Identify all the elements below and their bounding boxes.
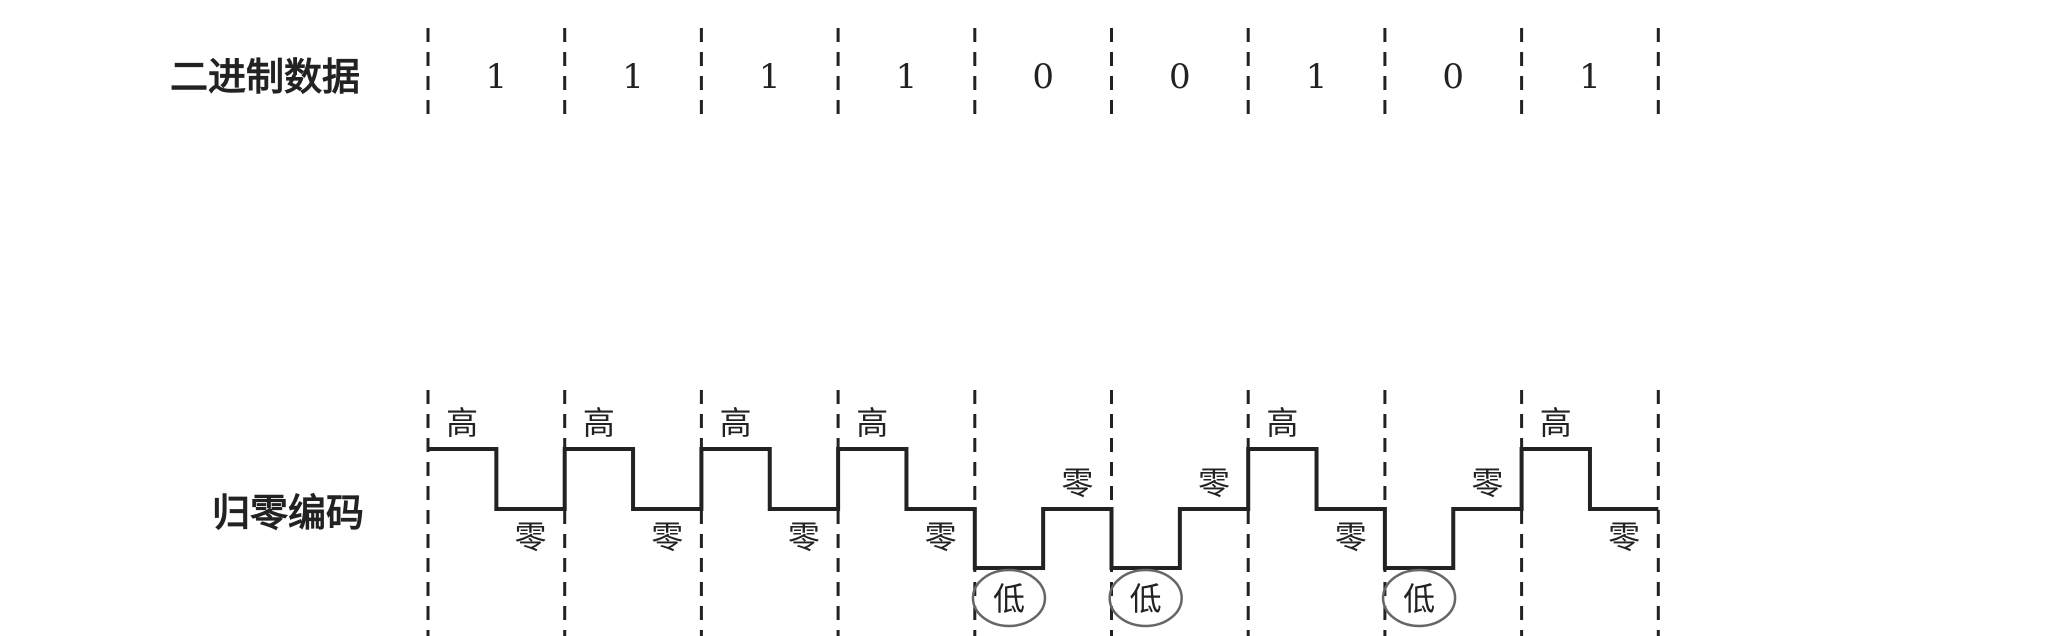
zero-level-label: 零 <box>515 518 547 556</box>
rz-encoding-row-label: 归零编码 <box>212 490 364 535</box>
zero-level-label: 零 <box>1335 518 1367 556</box>
bit-value: 1 <box>622 57 644 97</box>
high-level-label: 高 <box>446 404 478 442</box>
bit-values: 1 1 1 1 0 0 1 0 1 <box>486 57 1601 97</box>
bit-value: 1 <box>1579 57 1601 97</box>
zero-level-label: 零 <box>1608 518 1640 556</box>
low-level-label: 低 <box>1403 580 1435 618</box>
high-level-label: 高 <box>1540 404 1572 442</box>
high-level-label: 高 <box>1266 404 1298 442</box>
bit-value: 1 <box>759 57 781 97</box>
bit-value: 0 <box>1442 57 1464 97</box>
low-level-circle <box>1108 568 1183 628</box>
zero-level-label: 零 <box>1198 464 1230 502</box>
low-level-circle <box>971 568 1047 628</box>
zero-level-label: 零 <box>1471 464 1503 502</box>
high-level-label: 高 <box>720 404 752 442</box>
zero-level-label: 零 <box>1061 464 1093 502</box>
high-level-label: 高 <box>583 404 615 442</box>
bit-value: 1 <box>896 57 918 97</box>
zero-level-label: 零 <box>788 518 820 556</box>
bit-value: 1 <box>1306 57 1328 97</box>
zero-level-label: 零 <box>925 518 957 556</box>
bit-value: 1 <box>486 57 508 97</box>
low-level-circle <box>1381 568 1457 628</box>
high-level-label: 高 <box>856 404 888 442</box>
low-level-label: 低 <box>1130 580 1162 618</box>
binary-data-row-label: 二进制数据 <box>170 54 360 99</box>
zero-level-label: 零 <box>651 518 683 556</box>
bit-value: 0 <box>1032 57 1054 97</box>
rz-waveform <box>428 447 1659 570</box>
low-level-label: 低 <box>993 580 1025 618</box>
bit-value: 0 <box>1169 57 1191 97</box>
dashed-divider-group-top <box>426 28 1660 122</box>
